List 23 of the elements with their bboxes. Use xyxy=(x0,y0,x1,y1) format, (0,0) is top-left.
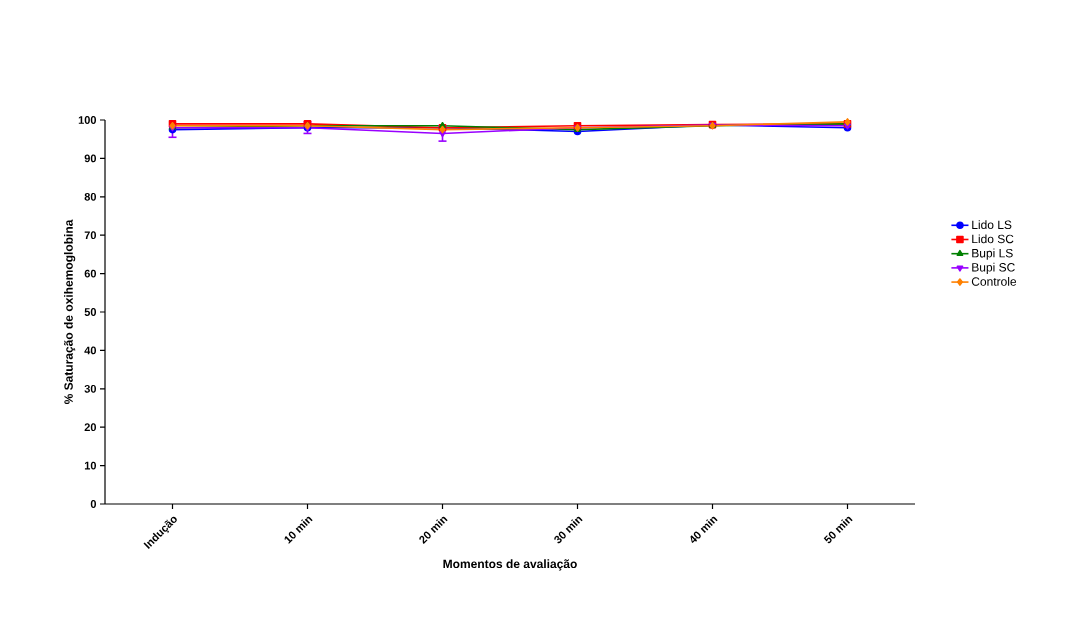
y-tick-label: 10 xyxy=(84,461,97,470)
legend-label: Bupi LS xyxy=(972,248,1013,260)
y-tick-label: 90 xyxy=(84,154,97,163)
x-tick-label: 50 min xyxy=(823,516,853,544)
y-tick-label: 100 xyxy=(78,116,97,124)
legend-label: Bupi SC xyxy=(972,262,1015,274)
y-tick-label: 80 xyxy=(84,192,97,201)
x-tick-label: 40 min xyxy=(690,516,718,544)
x-tick-label: 10 min xyxy=(284,516,313,544)
y-tick-label: 40 xyxy=(84,346,97,355)
y-tick-label: 60 xyxy=(84,269,97,278)
y-axis-title: % Saturação de oxihemoglobina xyxy=(64,219,76,405)
y-tick-label: 0 xyxy=(90,500,97,508)
x-tick-label: 20 min xyxy=(419,516,448,545)
y-tick-label: 70 xyxy=(84,231,97,240)
legend-label: Controle xyxy=(971,276,1017,286)
x-axis-title: Momentos de avaliação xyxy=(443,559,577,571)
y-tick-label: 20 xyxy=(84,423,97,432)
y-tick-label: 50 xyxy=(84,308,97,316)
legend-label: Lido SC xyxy=(972,234,1014,244)
x-tick-label: 30 min xyxy=(554,516,583,544)
y-tick-label: 30 xyxy=(84,384,97,393)
legend-label: Lido LS xyxy=(972,220,1012,229)
